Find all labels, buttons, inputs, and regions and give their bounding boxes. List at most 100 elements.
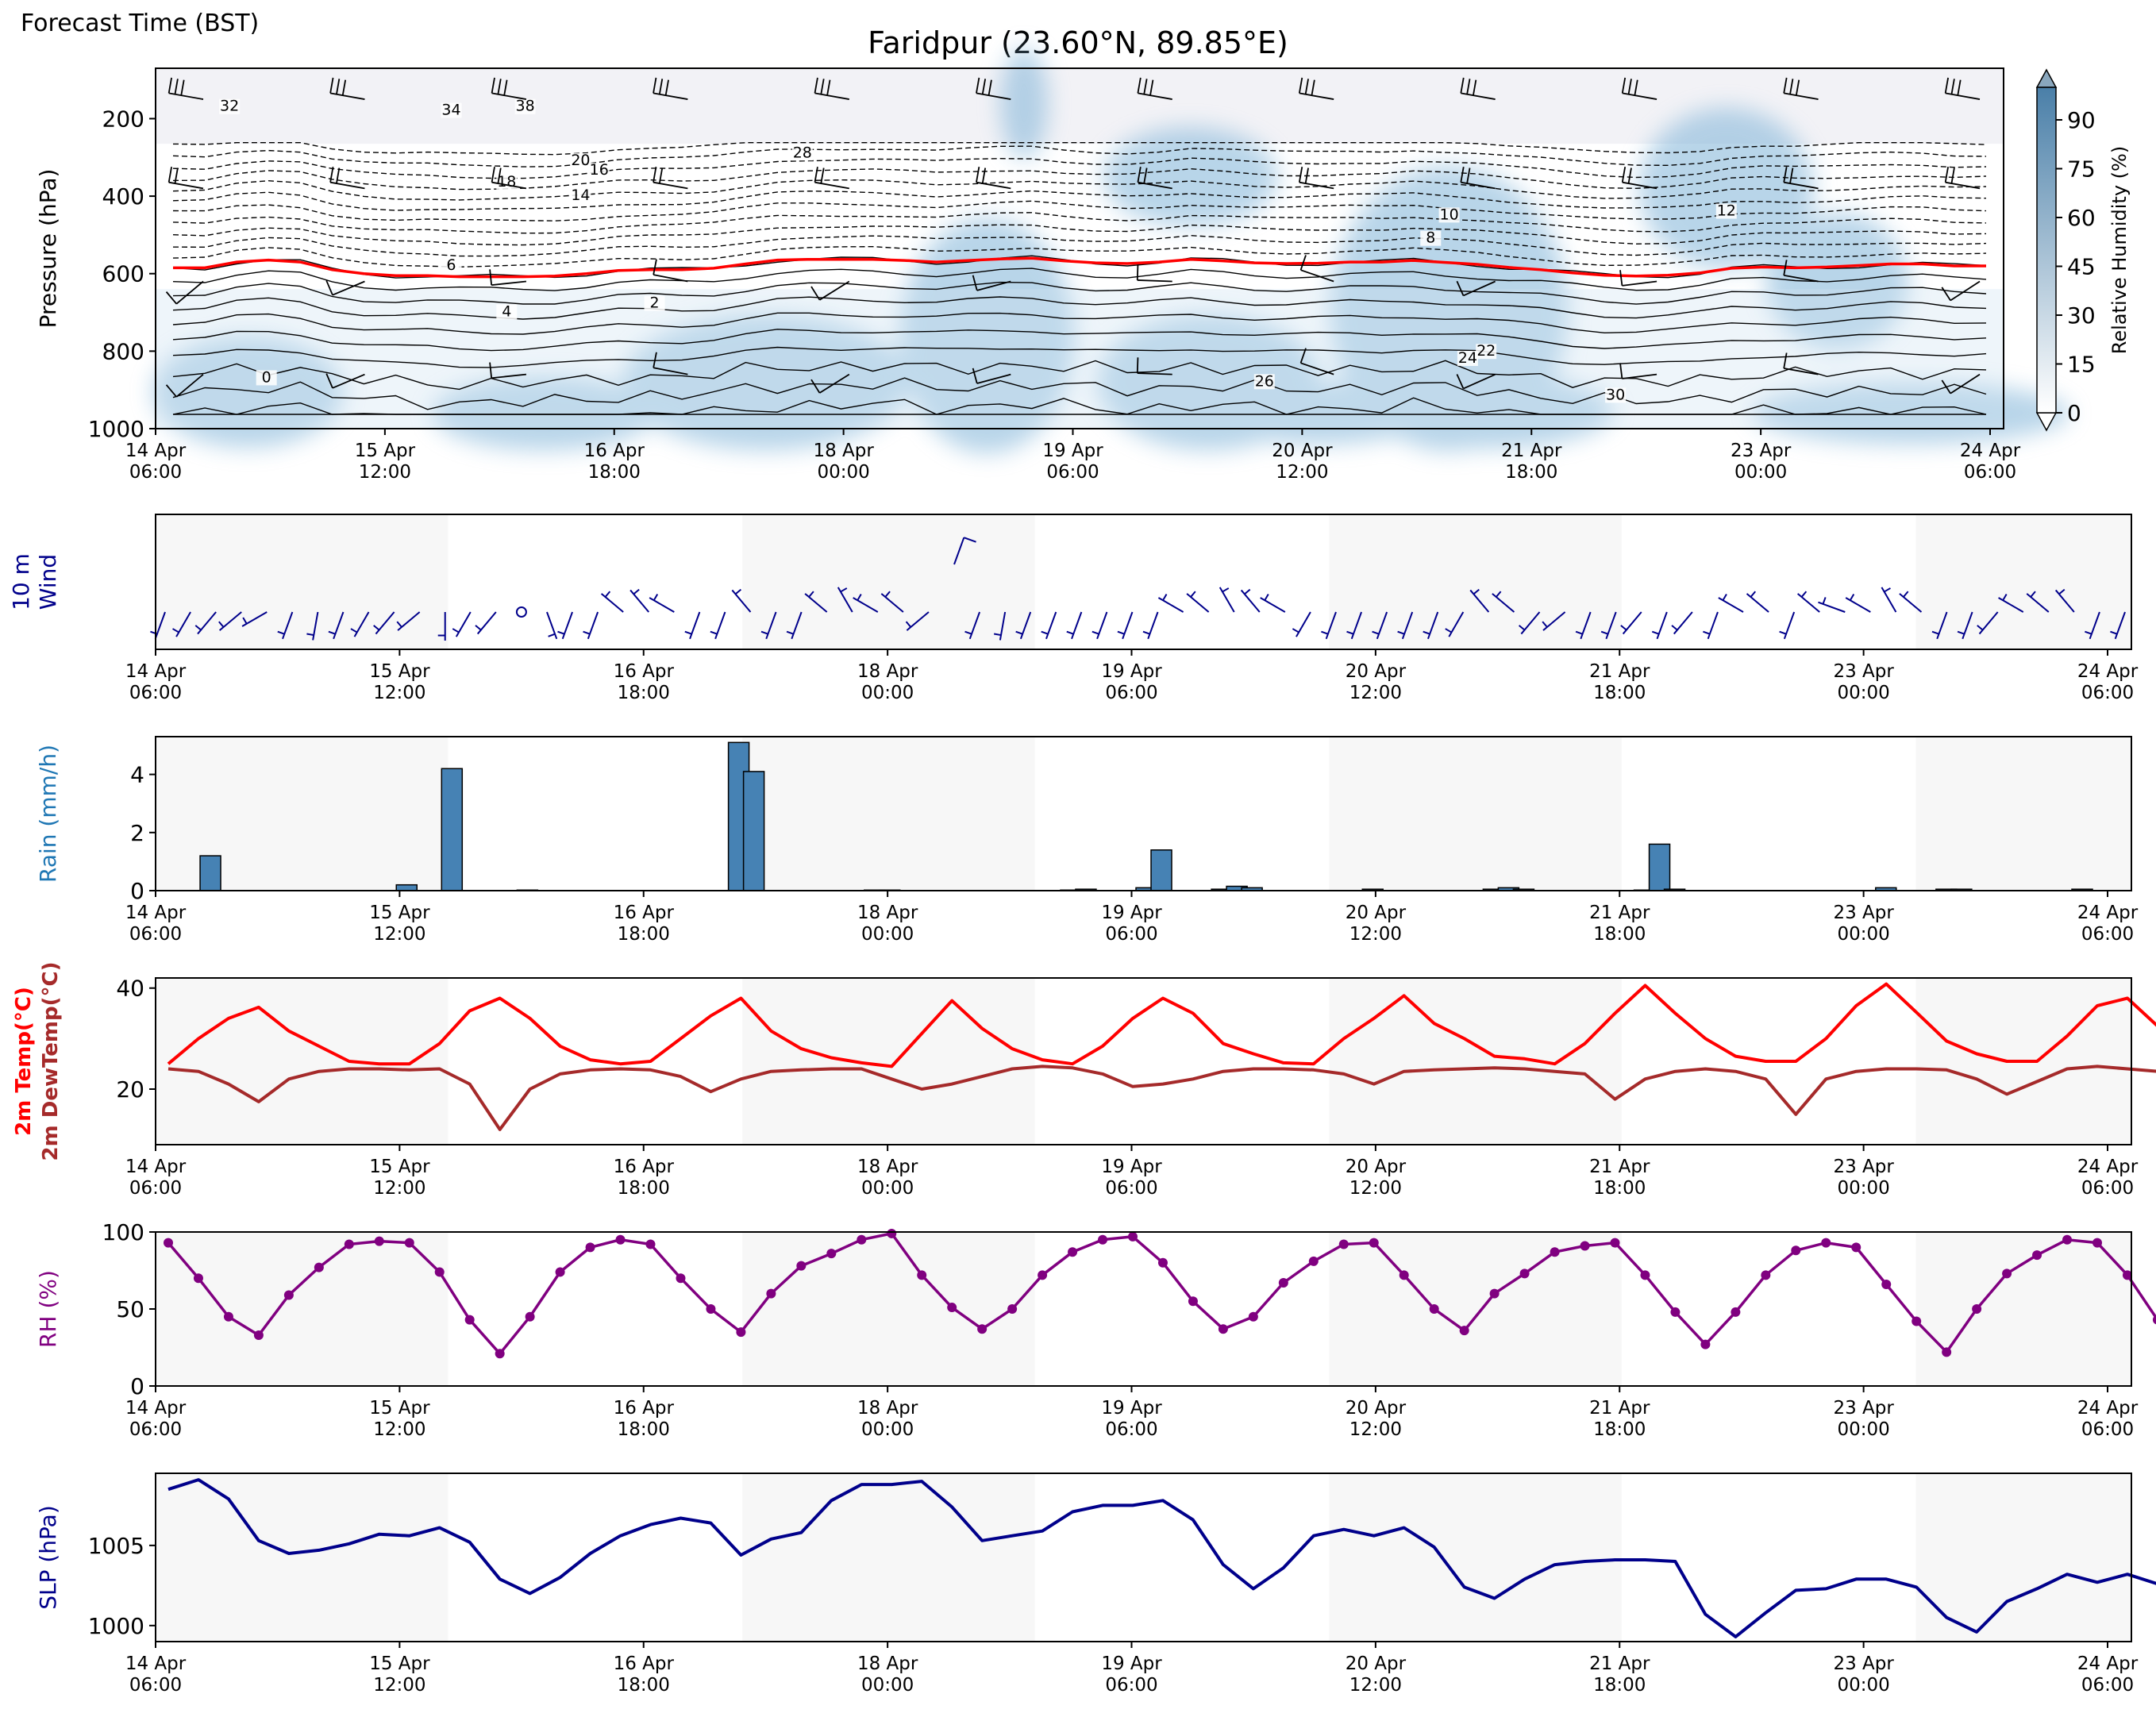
upper-wind-barb-feather [1299,255,1307,271]
upper-wind-barb-feather [1941,379,1951,395]
rh-point [2002,1269,2012,1279]
wind-barb-half-feather [328,630,336,635]
upper-wind-barb [1622,280,1657,287]
upper-wind-barb-feather [1137,167,1142,183]
wind-barb [587,611,599,640]
rain-bar [1648,843,1671,891]
isotherm-dashed [172,212,1987,234]
contour-label-bg [588,163,610,179]
rh-point [1248,1311,1258,1322]
wind-tick-time: 18:00 [1593,683,1646,703]
slp-night-band [742,1473,1035,1642]
temp-tick-day: 14 Apr [125,1157,187,1177]
upper-wind-barb-feather [820,79,825,94]
cross-section-tick-time: 06:00 [129,462,182,483]
colorbar-label: Relative Humidity (%) [2108,146,2131,354]
upper-wind-barb-feather [1634,79,1638,96]
wind-barb [1186,593,1210,613]
isotherm-solid [172,329,1987,352]
slp-ytick-label: 1000 [88,1613,144,1639]
upper-wind-barb [1463,280,1496,297]
rh-point [434,1267,445,1277]
wind-barb-half-feather [710,630,718,635]
upper-wind-barb-feather [988,79,992,96]
wind-barb-half-feather [1750,591,1757,598]
upper-wind-barb-feather [1619,270,1623,286]
upper-wind-barb [653,181,688,190]
slp-tick-day: 15 Apr [369,1653,430,1674]
wind-barb-half-feather [1800,591,1808,598]
wind-barb [953,537,965,565]
upper-wind-barb [175,280,204,305]
upper-wind-barb [1300,269,1334,283]
upper-wind-barb-feather [664,79,669,96]
rh-point [1881,1279,1892,1289]
wind-barb [1998,597,2024,613]
rh-point [1369,1238,1379,1248]
humidity-blob [432,375,655,451]
upper-wind-barb-feather [1621,77,1627,94]
wind-barb [1071,611,1083,640]
slp-tick-day: 19 Apr [1101,1653,1162,1674]
upper-wind-barb [814,181,849,190]
wind-barb [154,611,166,640]
isotherm-solid [172,346,1987,368]
cross-section-tick-time: 12:00 [359,462,411,483]
rh-point [1218,1324,1228,1334]
upper-wind-barb [976,181,1011,190]
forecast-time-label: Forecast Time (BST) [21,10,260,37]
wind-barb-half-feather [1518,625,1526,631]
wind-barb-half-feather [1346,630,1354,635]
upper-wind-barb [1622,181,1657,190]
upper-wind-barb-feather [810,286,821,301]
rh-point [1640,1270,1650,1280]
temp-night-band [742,978,1035,1145]
rh-point [1761,1270,1771,1280]
upper-wind-barb-feather [972,368,978,384]
upper-wind-barb-feather [976,167,980,183]
wind-barb-half-feather [1321,630,1329,635]
rain-tick-day: 21 Apr [1589,903,1650,923]
contour-label: 34 [441,102,460,119]
isotherm-dashed [172,200,1987,221]
upper-wind-barb-feather [1304,167,1309,184]
rh-point [826,1249,837,1259]
upper-wind-barbs [165,77,1981,398]
isotherm-solid [172,268,1987,291]
upper-wind-barb-feather [1627,167,1632,184]
upper-wind-barb [175,373,204,398]
wind-barb-half-feather [1671,625,1678,631]
contour-label-bg [256,370,277,386]
wind-barb-half-feather [1372,630,1380,635]
cross-section-tick-time: 06:00 [1964,462,2016,483]
slp-tick-day: 21 Apr [1589,1653,1650,1674]
wind-barb-half-feather [786,630,794,635]
cross-section-tick-day: 20 Apr [1272,441,1333,461]
wind-tick-time: 06:00 [1105,683,1157,703]
upper-wind-barb-feather [1143,79,1148,94]
rh-point [1007,1304,1018,1314]
wind-night-band [742,514,1035,649]
wind-barb-half-feather [548,633,556,637]
rain-bar [1150,849,1172,891]
wind-barb [175,611,191,637]
rain-tick-time: 06:00 [2081,924,2134,945]
wind-barb [600,593,624,613]
slp-night-band [1915,1473,2131,1642]
upper-wind-barb [1137,279,1172,283]
wind-barb-half-feather [604,591,611,598]
upper-wind-barb-feather [981,167,987,184]
wind-night-band [1915,514,2131,649]
wind-barb-half-feather [1575,630,1583,635]
wind-tick-time: 06:00 [2081,683,2134,703]
wind-barb-half-feather [1190,591,1196,598]
wind-barb [731,589,752,613]
wind-barb [714,611,726,640]
slp-tick-time: 06:00 [2081,1675,2134,1696]
wind-barb-half-feather [350,628,358,633]
upper-wind-barb-feather [1149,79,1154,96]
colorbar-tick-label: 60 [2067,205,2096,231]
cross-section-tick-time: 12:00 [1276,462,1328,483]
rh-tick-day: 23 Apr [1833,1398,1894,1419]
wind-ylabel-line2: Wind [35,554,61,610]
